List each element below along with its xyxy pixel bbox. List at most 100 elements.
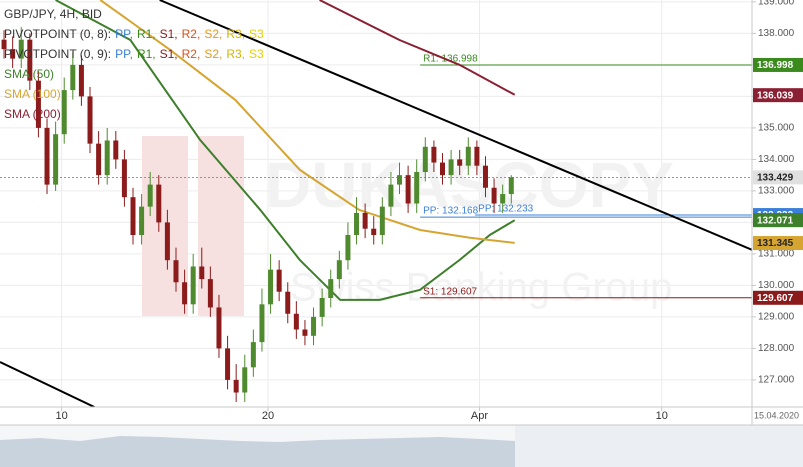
price-tag bbox=[753, 236, 803, 251]
candle-body bbox=[379, 206, 385, 236]
candle-body bbox=[362, 212, 368, 229]
legend-pivot-item: R1, bbox=[137, 47, 156, 61]
y-tick-label: 135.000 bbox=[758, 123, 795, 134]
pivot-label: S1: 129.607 bbox=[423, 286, 477, 297]
price-tag-label: 131.345 bbox=[757, 238, 794, 249]
candle-body bbox=[1, 39, 7, 50]
candle-body bbox=[53, 134, 59, 185]
candle-body bbox=[78, 64, 84, 97]
candle-body bbox=[156, 184, 162, 223]
legend-title: GBP/JPY, 4H, BID bbox=[4, 7, 102, 21]
sma-line bbox=[99, 0, 515, 244]
y-tick-label: 127.000 bbox=[758, 375, 795, 386]
x-tick-label: 20 bbox=[262, 410, 274, 422]
pivot-label: PP: 132.233 bbox=[478, 204, 533, 215]
candle-body bbox=[113, 140, 119, 160]
price-tag-label: 133.429 bbox=[757, 173, 794, 184]
candle-body bbox=[508, 177, 514, 195]
candle-body bbox=[414, 171, 420, 204]
candle-body bbox=[345, 235, 351, 261]
candle-body bbox=[500, 194, 506, 204]
pivot-label: R1: 136.998 bbox=[423, 54, 478, 65]
candle-body bbox=[259, 304, 265, 343]
trendline bbox=[0, 361, 95, 407]
legend-pivot-item: S2, bbox=[204, 47, 222, 61]
price-tag bbox=[753, 88, 803, 103]
candle-body bbox=[422, 146, 428, 172]
candle-body bbox=[457, 159, 463, 166]
legend-entry: SMA (200) bbox=[4, 107, 61, 121]
candle-body bbox=[448, 159, 454, 176]
price-tag-label: 129.607 bbox=[757, 293, 794, 304]
candle-body bbox=[242, 367, 248, 393]
candle-body bbox=[319, 298, 325, 317]
legend-pivot-prefix: PIVOTPOINT (0, 8): bbox=[4, 27, 111, 41]
candle-body bbox=[465, 146, 471, 166]
navigator-window[interactable] bbox=[515, 425, 803, 467]
legend-entry: SMA (50) bbox=[4, 67, 54, 81]
candle-body bbox=[104, 140, 110, 176]
y-tick-label: 129.000 bbox=[758, 312, 795, 323]
candle-body bbox=[173, 260, 179, 283]
trendline bbox=[159, 0, 752, 251]
candle-body bbox=[405, 175, 411, 204]
price-tag bbox=[753, 170, 803, 185]
candle-body bbox=[216, 307, 222, 349]
candle-body bbox=[293, 313, 299, 330]
navigator bbox=[0, 424, 803, 467]
candle-body bbox=[139, 206, 145, 236]
watermark-logo bbox=[198, 136, 244, 316]
x-tick-label: 10 bbox=[56, 410, 68, 422]
candle-body bbox=[10, 49, 16, 59]
price-tag bbox=[753, 57, 803, 72]
price-tag bbox=[753, 290, 803, 305]
candle-body bbox=[431, 146, 437, 163]
legend-pivot-item: R2, bbox=[182, 47, 201, 61]
price-tag bbox=[753, 213, 803, 228]
x-tick-label: 10 bbox=[656, 410, 668, 422]
y-tick-label: 138.000 bbox=[758, 28, 795, 39]
legend-pivot-item: S2, bbox=[204, 27, 222, 41]
candle-body bbox=[439, 162, 445, 176]
grid bbox=[0, 0, 752, 407]
legend-pivot-item: S3 bbox=[249, 47, 264, 61]
candle-body bbox=[199, 266, 205, 280]
legend: GBP/JPY, 4H, BID PIVOTPOINT (0, 8): PP, R1,… bbox=[4, 7, 264, 121]
candle-body bbox=[397, 175, 403, 185]
price-tag-label: 132.071 bbox=[757, 215, 794, 226]
candle-body bbox=[388, 184, 394, 207]
candle-body bbox=[130, 197, 136, 236]
legend-pivot-item: R3, bbox=[226, 47, 245, 61]
candle-body bbox=[268, 269, 274, 305]
legend-pivot-item: PP, bbox=[115, 27, 133, 41]
sma-line bbox=[55, 0, 516, 301]
y-tick-label: 134.000 bbox=[758, 154, 795, 165]
candle-body bbox=[302, 329, 308, 336]
y-tick-label: 131.000 bbox=[758, 249, 795, 260]
candle-body bbox=[190, 266, 196, 305]
candle-body bbox=[27, 39, 33, 81]
price-tag-label: 136.998 bbox=[757, 60, 794, 71]
candle-body bbox=[328, 279, 334, 299]
candle-body bbox=[147, 184, 153, 207]
legend-pivot-item: S3 bbox=[249, 27, 264, 41]
y-tick-label: 128.000 bbox=[758, 343, 795, 354]
candle-body bbox=[96, 143, 102, 176]
legend-pivot-item: S1, bbox=[160, 47, 178, 61]
price-tag-label: 136.039 bbox=[757, 90, 794, 101]
navigator-area bbox=[0, 436, 515, 467]
legend-pivot-prefix: PIVOTPOINT (0, 9): bbox=[4, 47, 111, 61]
candle-body bbox=[87, 96, 93, 144]
plot-area: R1: 136.998 PP: 132.168 PP: 132.233 S1: 129… bbox=[0, 0, 752, 407]
candle-body bbox=[182, 282, 188, 305]
candle-body bbox=[474, 146, 480, 166]
y-tick-label: 133.000 bbox=[758, 186, 795, 197]
candle-body bbox=[482, 165, 488, 188]
candle-body bbox=[70, 64, 76, 91]
sma-line bbox=[319, 0, 516, 96]
candle-body bbox=[61, 90, 67, 135]
candle-body bbox=[207, 279, 213, 308]
legend-entry: SMA (100) bbox=[4, 87, 61, 101]
